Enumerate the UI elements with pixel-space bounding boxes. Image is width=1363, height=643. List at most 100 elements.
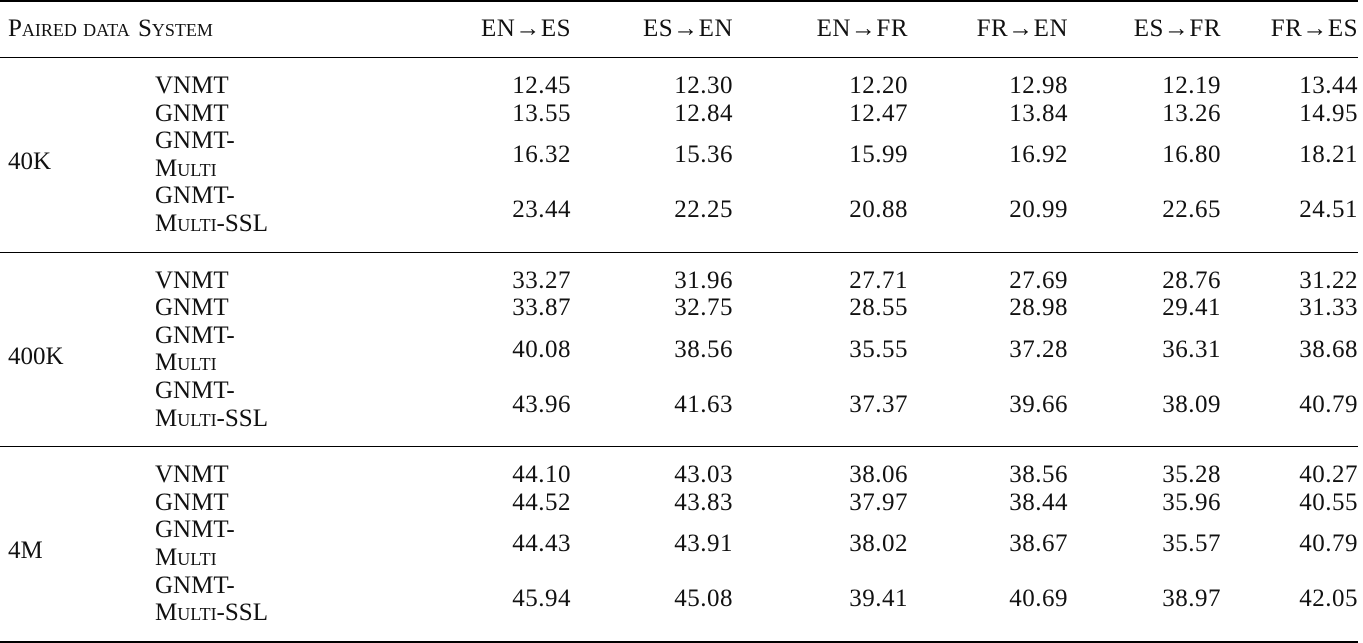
score-cell: 13.55 xyxy=(512,99,571,127)
score-cell: 13.84 xyxy=(1009,99,1068,127)
score-cell: 13.44 xyxy=(1299,72,1358,99)
table-row: GNMT-Multi 16.32 15.36 15.99 16.92 16.80 18.21 xyxy=(0,127,1358,182)
score-cell: 42.05 xyxy=(1299,585,1358,613)
system-cell: GNMT xyxy=(155,488,229,516)
score-cell: 43.91 xyxy=(674,530,733,558)
score-cell: 40.08 xyxy=(512,335,571,363)
table-row: GNMT-Multi-SSL 23.44 22.25 20.88 20.99 22.65 2… xyxy=(0,182,1358,252)
system-cell: GNMT-Multi xyxy=(155,321,235,377)
score-cell: 41.63 xyxy=(674,390,733,418)
table-row: GNMT-Multi-SSL 43.96 41.63 37.37 39.66 38.09 4… xyxy=(0,377,1358,447)
table-row: GNMT-Multi-SSL 45.94 45.08 39.41 40.69 38.97 4… xyxy=(0,572,1358,642)
score-cell: 28.55 xyxy=(849,294,908,322)
score-cell: 12.20 xyxy=(849,72,908,99)
score-cell: 38.68 xyxy=(1299,335,1358,363)
score-cell: 38.44 xyxy=(1009,488,1068,516)
score-cell: 35.28 xyxy=(1162,461,1221,489)
score-cell: 44.10 xyxy=(512,461,571,489)
score-cell: 16.80 xyxy=(1162,140,1221,168)
score-cell: 40.79 xyxy=(1299,390,1358,418)
score-cell: 16.92 xyxy=(1009,140,1068,168)
score-cell: 12.19 xyxy=(1162,72,1221,99)
score-cell: 12.84 xyxy=(674,99,733,127)
score-cell: 38.02 xyxy=(849,530,908,558)
score-cell: 33.27 xyxy=(512,266,571,294)
score-cell: 12.98 xyxy=(1009,72,1068,99)
score-cell: 16.32 xyxy=(512,140,571,168)
score-cell: 31.33 xyxy=(1299,294,1358,322)
header-row: Paired data System EN→ES ES→EN EN→FR FR→… xyxy=(0,1,1358,58)
header-fr-en: FR→EN xyxy=(976,15,1068,42)
header-system: System xyxy=(138,15,213,42)
score-cell: 20.88 xyxy=(849,196,908,224)
score-cell: 36.31 xyxy=(1162,335,1221,363)
score-cell: 38.56 xyxy=(1009,461,1068,489)
score-cell: 38.09 xyxy=(1162,390,1221,418)
score-cell: 28.76 xyxy=(1162,266,1221,294)
score-cell: 14.95 xyxy=(1299,99,1358,127)
header-es-fr: ES→FR xyxy=(1133,15,1221,42)
system-cell: GNMT-Multi xyxy=(155,127,235,182)
score-cell: 15.99 xyxy=(849,140,908,168)
score-cell: 43.83 xyxy=(674,488,733,516)
table-row: GNMT-Multi 40.08 38.56 35.55 37.28 36.31 38.68 xyxy=(0,322,1358,377)
score-cell: 27.71 xyxy=(849,266,908,294)
score-cell: 12.45 xyxy=(512,72,571,99)
score-cell: 33.87 xyxy=(512,294,571,322)
header-en-es: EN→ES xyxy=(481,15,571,42)
row-group: 40K VNMT 12.45 12.30 12.20 12.98 12.19 13.44 GNM… xyxy=(0,58,1358,253)
score-cell: 40.55 xyxy=(1299,488,1358,516)
score-cell: 22.65 xyxy=(1162,196,1221,224)
table-row: GNMT 13.55 12.84 12.47 13.84 13.26 14.95 xyxy=(0,100,1358,128)
score-cell: 27.69 xyxy=(1009,266,1068,294)
score-cell: 44.52 xyxy=(512,488,571,516)
score-cell: 45.08 xyxy=(674,585,733,613)
score-cell: 22.25 xyxy=(674,196,733,224)
system-cell: GNMT-Multi xyxy=(155,516,235,571)
table-row: 4M VNMT 44.10 43.03 38.06 38.56 35.28 40.27 xyxy=(0,447,1358,564)
system-cell: GNMT xyxy=(155,294,229,322)
table-row: GNMT 44.52 43.83 37.97 38.44 35.96 40.55 xyxy=(0,489,1358,517)
system-cell: VNMT xyxy=(155,266,229,294)
score-cell: 31.96 xyxy=(674,266,733,294)
table-row: 40K VNMT 12.45 12.30 12.20 12.98 12.19 13.44 xyxy=(0,58,1358,175)
score-cell: 35.96 xyxy=(1162,488,1221,516)
system-cell: GNMT-Multi-SSL xyxy=(155,182,268,237)
system-cell: GNMT-Multi-SSL xyxy=(155,376,268,432)
score-cell: 37.37 xyxy=(849,390,908,418)
score-cell: 37.97 xyxy=(849,488,908,516)
score-cell: 23.44 xyxy=(512,196,571,224)
row-group: 400K VNMT 33.27 31.96 27.71 27.69 28.76 31.22 GN… xyxy=(0,252,1358,447)
system-cell: VNMT xyxy=(155,461,229,489)
table-row: GNMT 33.87 32.75 28.55 28.98 29.41 31.33 xyxy=(0,294,1358,322)
paired-data-cell: 400K xyxy=(8,342,64,370)
score-cell: 38.67 xyxy=(1009,530,1068,558)
score-cell: 40.69 xyxy=(1009,585,1068,613)
score-cell: 18.21 xyxy=(1299,140,1358,168)
header-fr-es: FR→ES xyxy=(1270,15,1358,42)
score-cell: 40.27 xyxy=(1299,461,1358,489)
score-cell: 43.03 xyxy=(674,461,733,489)
score-cell: 29.41 xyxy=(1162,294,1221,322)
score-cell: 13.26 xyxy=(1162,99,1221,127)
score-cell: 43.96 xyxy=(512,390,571,418)
score-cell: 15.36 xyxy=(674,140,733,168)
score-cell: 38.97 xyxy=(1162,585,1221,613)
score-cell: 24.51 xyxy=(1299,196,1358,224)
score-cell: 35.57 xyxy=(1162,530,1221,558)
score-cell: 38.06 xyxy=(849,461,908,489)
score-cell: 28.98 xyxy=(1009,294,1068,322)
score-cell: 20.99 xyxy=(1009,196,1068,224)
table-row: 400K VNMT 33.27 31.96 27.71 27.69 28.76 31.22 xyxy=(0,252,1358,370)
header-en-fr: EN→FR xyxy=(816,15,908,42)
header-paired-data: Paired data xyxy=(8,15,130,42)
score-cell: 39.41 xyxy=(849,585,908,613)
score-cell: 44.43 xyxy=(512,530,571,558)
score-cell: 39.66 xyxy=(1009,390,1068,418)
score-cell: 31.22 xyxy=(1299,266,1358,294)
row-group: 4M VNMT 44.10 43.03 38.06 38.56 35.28 40.27 GNMT… xyxy=(0,447,1358,642)
system-cell: VNMT xyxy=(155,72,229,99)
paired-data-cell: 40K xyxy=(8,147,52,175)
paired-data-cell: 4M xyxy=(8,537,43,565)
